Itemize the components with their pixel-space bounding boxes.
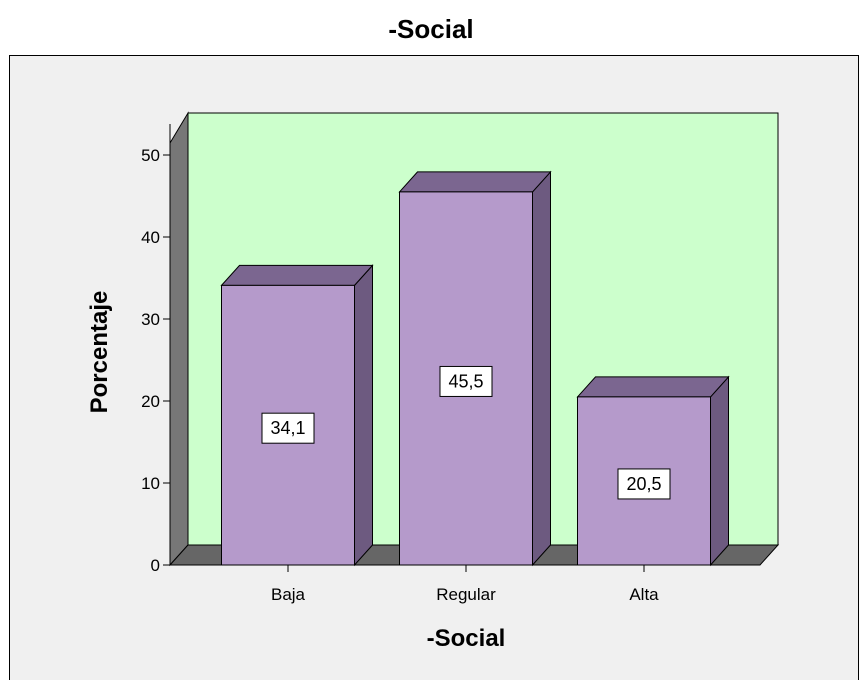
- x-tick-label: Alta: [629, 585, 659, 604]
- data-label: 34,1: [270, 418, 305, 438]
- y-tick-label: 10: [141, 474, 160, 493]
- y-tick-label: 20: [141, 392, 160, 411]
- bar-side: [710, 375, 729, 567]
- x-axis-title: -Social: [427, 625, 506, 652]
- y-axis-title: Porcentaje: [86, 291, 113, 414]
- x-tick-label: Baja: [271, 585, 306, 604]
- data-label-box: [439, 365, 493, 397]
- plot-left-wall: [169, 111, 189, 567]
- data-label: 45,5: [448, 371, 483, 391]
- y-tick-label: 30: [141, 310, 160, 329]
- bar-top: [220, 264, 374, 286]
- y-tick-label: 50: [141, 146, 160, 165]
- bar-side: [354, 264, 373, 567]
- data-label-box: [261, 412, 315, 444]
- x-tick-label: Regular: [436, 585, 496, 604]
- y-tick-label: 0: [151, 556, 160, 575]
- data-label: 20,5: [626, 474, 661, 494]
- bar-top: [398, 171, 552, 193]
- chart-title: -Social: [388, 14, 474, 44]
- data-label-box: [617, 468, 671, 500]
- y-tick-label: 40: [141, 228, 160, 247]
- bar-side: [532, 170, 551, 567]
- bar-top: [576, 376, 730, 398]
